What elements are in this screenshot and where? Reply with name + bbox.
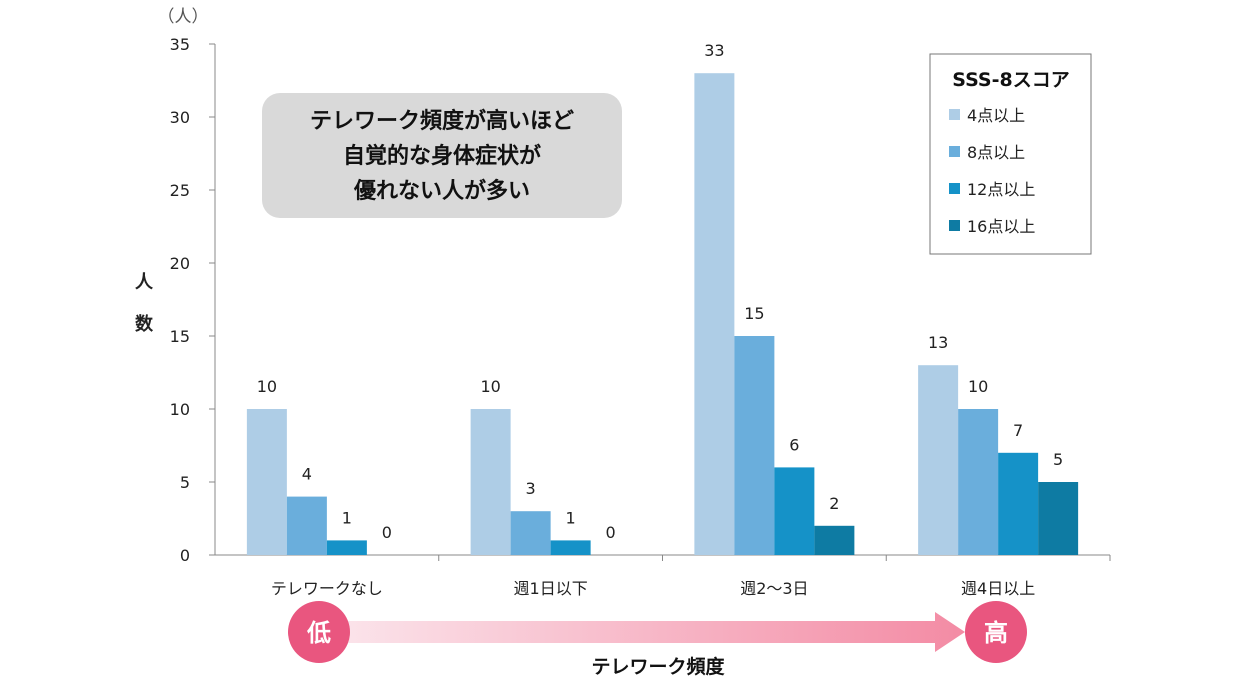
bar xyxy=(286,496,327,555)
x-tick-label: 週1日以下 xyxy=(514,579,588,598)
bar xyxy=(958,409,999,555)
data-label: 0 xyxy=(606,523,616,542)
data-label: 33 xyxy=(704,41,724,60)
bar xyxy=(550,540,591,555)
legend-label: 12点以上 xyxy=(967,180,1035,199)
bar xyxy=(510,511,551,555)
data-label: 6 xyxy=(789,435,799,454)
y-tick-label: 0 xyxy=(180,546,190,565)
bar xyxy=(918,365,959,555)
y-tick-label: 25 xyxy=(170,181,190,200)
low-circle xyxy=(288,601,350,663)
x-tick-label: 週2～3日 xyxy=(740,579,808,598)
data-label: 15 xyxy=(744,304,764,323)
annotation-line-2: 自覚的な身体症状が xyxy=(343,143,541,169)
bar xyxy=(734,336,775,555)
y-tick-label: 30 xyxy=(170,108,190,127)
legend-label: 16点以上 xyxy=(967,217,1035,236)
annotation-line-3: 優れない人が多い xyxy=(353,178,530,204)
data-label: 1 xyxy=(342,508,352,527)
data-label: 10 xyxy=(968,377,988,396)
high-circle xyxy=(965,601,1027,663)
y-tick-label: 5 xyxy=(180,473,190,492)
bar xyxy=(470,409,511,555)
bar xyxy=(246,409,287,555)
bar xyxy=(326,540,367,555)
data-label: 2 xyxy=(829,494,839,513)
data-label: 3 xyxy=(526,479,536,498)
low-label: 低 xyxy=(306,619,331,647)
x-axis-label: テレワーク頻度 xyxy=(591,655,725,678)
high-label: 高 xyxy=(984,619,1008,647)
bar xyxy=(814,525,855,555)
legend-swatch xyxy=(949,146,960,157)
legend-swatch xyxy=(949,183,960,194)
y-tick-label: 15 xyxy=(170,327,190,346)
bar xyxy=(774,467,815,555)
legend-swatch xyxy=(949,220,960,231)
data-label: 0 xyxy=(382,523,392,542)
bar xyxy=(998,452,1039,555)
legend-title: SSS-8スコア xyxy=(952,69,1069,91)
data-label: 10 xyxy=(480,377,500,396)
annotation-line-1: テレワーク頻度が高いほど xyxy=(310,108,574,134)
x-tick-label: テレワークなし xyxy=(271,579,383,598)
legend-label: 4点以上 xyxy=(967,106,1025,125)
bar xyxy=(694,73,735,555)
y-tick-label: 10 xyxy=(170,400,190,419)
y-unit: （人） xyxy=(158,7,209,27)
y-tick-label: 35 xyxy=(170,35,190,54)
y-tick-label: 20 xyxy=(170,254,190,273)
data-label: 7 xyxy=(1013,421,1023,440)
frequency-arrow xyxy=(345,612,965,652)
annotation-box xyxy=(262,93,622,218)
legend-label: 8点以上 xyxy=(967,143,1025,162)
y-label-2: 数 xyxy=(135,313,154,335)
data-label: 5 xyxy=(1053,450,1063,469)
data-label: 13 xyxy=(928,333,948,352)
data-label: 4 xyxy=(302,465,312,484)
bar xyxy=(1038,482,1079,555)
x-tick-label: 週4日以上 xyxy=(961,579,1035,598)
data-label: 1 xyxy=(566,508,576,527)
y-label-1: 人 xyxy=(135,272,154,293)
legend-swatch xyxy=(949,109,960,120)
data-label: 10 xyxy=(257,377,277,396)
